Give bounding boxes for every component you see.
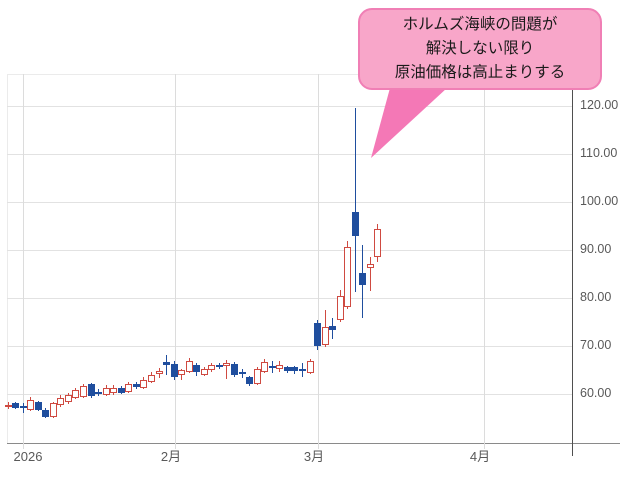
down-candle-body <box>34 402 42 410</box>
x-axis-line <box>7 443 620 444</box>
up-candle-body <box>276 364 284 370</box>
h-gridline <box>7 106 572 107</box>
down-candle-body <box>329 326 337 330</box>
v-gridline <box>23 74 24 449</box>
y-axis-line <box>572 74 573 456</box>
up-candle-body <box>64 394 72 403</box>
y-axis-tick-label: 120.00 <box>580 98 619 112</box>
y-axis-tick-label: 70.00 <box>580 338 612 352</box>
up-candle-body <box>223 362 231 367</box>
y-axis-tick-label: 110.00 <box>580 146 618 160</box>
down-candle-body <box>298 368 306 371</box>
up-candle-body <box>185 360 193 372</box>
down-candle-body <box>238 371 246 374</box>
up-candle-body <box>147 374 155 382</box>
up-candle-body <box>27 399 35 410</box>
down-candle-body <box>215 365 223 368</box>
annotation-bubble: ホルムズ海峡の問題が 解決しない限り 原油価格は高止まりする <box>358 8 602 90</box>
up-candle-wick <box>226 360 228 380</box>
annotation-line-1: ホルムズ海峡の問題が <box>402 16 558 33</box>
v-gridline <box>318 74 319 449</box>
down-candle-body <box>117 387 125 394</box>
down-candle-body <box>95 391 103 394</box>
plot-top-border <box>7 74 572 75</box>
down-candle-body <box>314 323 322 347</box>
up-candle-body <box>344 246 352 307</box>
h-gridline <box>7 202 572 203</box>
up-candle-body <box>253 369 261 384</box>
h-gridline <box>7 250 572 251</box>
y-axis-tick-label: 80.00 <box>580 290 612 304</box>
up-candle-body <box>140 379 148 388</box>
down-candle-body <box>163 362 171 365</box>
down-candle-body <box>351 211 359 237</box>
up-candle-wick <box>369 256 371 291</box>
down-candle-body <box>42 409 50 418</box>
y-axis-tick-label: 60.00 <box>580 386 612 400</box>
up-candle-body <box>208 365 216 370</box>
v-gridline <box>484 74 485 449</box>
h-gridline <box>7 346 572 347</box>
h-gridline <box>7 298 572 299</box>
down-candle-wick <box>354 108 356 292</box>
up-candle-body <box>366 264 374 268</box>
up-candle-body <box>4 404 12 407</box>
up-candle-body <box>336 296 344 321</box>
y-axis-tick-label: 90.00 <box>580 242 612 256</box>
down-candle-body <box>12 403 20 408</box>
up-candle-body <box>125 384 133 393</box>
up-candle-body <box>178 370 186 375</box>
x-axis-tick-label: 4月 <box>469 449 491 464</box>
up-candle-body <box>102 387 110 395</box>
up-candle-body <box>57 397 65 406</box>
down-candle-body <box>291 367 299 372</box>
down-candle-body <box>132 383 140 388</box>
up-candle-body <box>261 362 269 372</box>
down-candle-wick <box>22 402 24 414</box>
up-candle-body <box>72 390 80 398</box>
h-gridline <box>7 154 572 155</box>
down-candle-wick <box>166 355 168 375</box>
down-candle-body <box>193 365 201 372</box>
x-axis-tick-label: 2月 <box>160 449 182 464</box>
y-axis-tick-label: 100.00 <box>580 194 619 208</box>
x-axis-tick-label: 2026 <box>13 449 43 464</box>
up-candle-body <box>49 403 57 418</box>
down-candle-body <box>19 405 27 408</box>
down-candle-body <box>246 377 254 385</box>
up-candle-body <box>110 387 118 394</box>
down-candle-body <box>268 365 276 368</box>
plot-left-border <box>7 74 8 443</box>
up-candle-body <box>374 229 382 257</box>
up-candle-body <box>80 386 87 397</box>
down-candle-body <box>87 384 95 397</box>
down-candle-body <box>170 363 178 377</box>
x-axis-tick-label: 3月 <box>303 449 325 464</box>
down-candle-body <box>359 272 367 286</box>
v-gridline <box>175 74 176 449</box>
down-candle-body <box>231 363 239 375</box>
up-candle-body <box>155 371 163 374</box>
up-candle-body <box>306 361 314 373</box>
up-candle-body <box>200 369 208 375</box>
annotation-line-2: 解決しない限り <box>425 40 535 57</box>
up-candle-body <box>321 327 329 346</box>
annotation-line-3: 原油価格は高止まりする <box>394 64 566 81</box>
h-gridline <box>7 394 572 395</box>
down-candle-body <box>283 366 291 372</box>
